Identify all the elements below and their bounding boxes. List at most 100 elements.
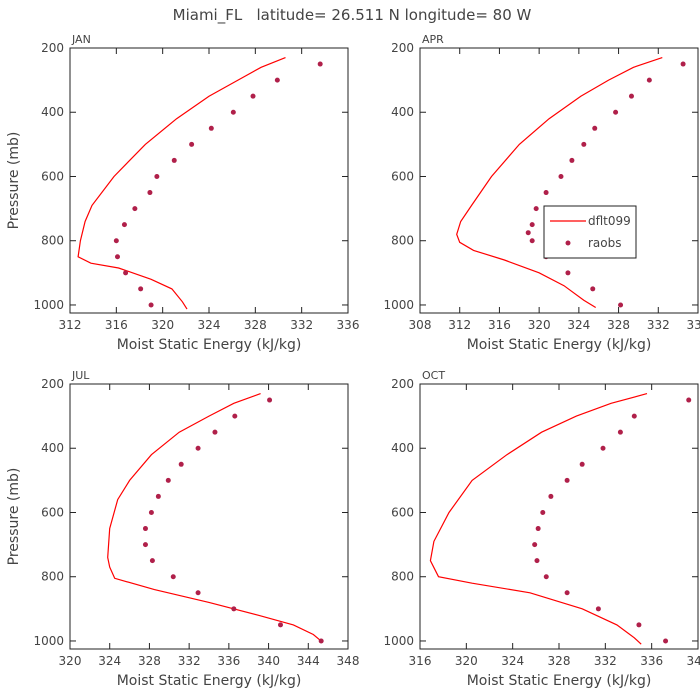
legend-box [543,205,637,259]
panel-oct-obs-point [564,590,570,596]
panel-jan-ylabel: Pressure (mb) [6,132,22,230]
panel-jan-ytick-label: 800 [41,234,64,248]
panel-jan-obs-point [113,238,119,244]
panel-jul-obs-point [267,397,273,403]
panel-apr-xtick-label: 328 [607,318,630,332]
panel-apr-xtick-label: 320 [528,318,551,332]
panel-jul-xtick-label: 324 [98,654,121,668]
panel-jul-frame [69,383,349,650]
panel-oct-obs-point [579,461,585,467]
panel-jan-xtick-label: 316 [105,318,128,332]
panel-apr-ytick-label: 600 [391,169,414,183]
panel-oct-xtick-label: 332 [594,654,617,668]
panel-apr-obs-point [525,230,531,236]
panel-oct-xtick-label: 328 [548,654,571,668]
panel-apr-obs-point [628,93,634,99]
panel-apr-obs-point [529,238,535,244]
panel-jan-xlabel: Moist Static Energy (kJ/kg) [117,337,302,353]
panel-jan-xtick-label: 312 [59,318,82,332]
panel-apr-model-line [456,57,663,309]
panel-jul-ytick-label: 1000 [33,634,64,648]
panel-jul-xtick-label: 320 [59,654,82,668]
panel-jan-obs-point [154,173,160,179]
panel-jul-obs-point [277,622,283,628]
panel-jul: JUL 320 324 328 332 336 340 344 348 200 400 600 800 1… [6,369,359,689]
panel-apr-xtick-label: 308 [409,318,432,332]
panel-jul-xtick-label: 348 [337,654,360,668]
panel-apr-title: APR [422,33,444,46]
panel-oct-xtick-label: 320 [455,654,478,668]
panel-jan-ytick-label: 200 [41,41,64,55]
panel-oct-obs-point [548,493,554,499]
panel-jan-obs-point [189,141,195,147]
panel-jul-obs-point [149,558,155,564]
panel-jul-xtick-label: 332 [178,654,201,668]
panel-apr-obs-point [590,286,596,292]
panel-jan-model-line [77,57,286,310]
panel-oct-obs-point [595,606,601,612]
panel-oct-obs-point [617,429,623,435]
panel-apr: APR 308 312 316 320 324 328 332 336 200 400 600 800 1… [383,33,700,353]
panel-oct-ytick-label: 200 [391,377,414,391]
panel-jul-xtick-label: 340 [257,654,280,668]
panel-oct-xtick-label: 324 [501,654,524,668]
panel-jan-obs-point [230,109,236,115]
panel-jan-xtick-label: 320 [151,318,174,332]
panel-jul-ytick-label: 800 [41,570,64,584]
panel-oct-ytick-label: 600 [391,505,414,519]
legend-obs-swatch [565,240,571,246]
panel-jan-obs-point [147,190,153,196]
panel-jan-obs-point [250,93,256,99]
panel-oct-obs-point [540,509,546,515]
panel-apr-xlabel: Moist Static Energy (kJ/kg) [467,337,652,353]
panel-jul-obs-point [231,606,237,612]
panel-apr-xtick-label: 316 [488,318,511,332]
panel-jan-obs-point [138,286,144,292]
panel-jul-obs-point [232,413,238,419]
panel-jan-xtick-label: 332 [290,318,313,332]
panel-jan-xtick-label: 324 [198,318,221,332]
panel-apr-obs-point [646,77,652,83]
panel-apr-obs-point [680,61,686,67]
panel-apr-obs-point [558,173,564,179]
panel-jan-obs-point [171,157,177,163]
panel-oct-obs-point [564,477,570,483]
panel-jul-obs-point [195,590,201,596]
panel-jan-obs-point [121,222,127,228]
panel-oct-xlabel: Moist Static Energy (kJ/kg) [467,673,652,689]
panel-jul-obs-point [318,638,324,644]
panel-oct-obs-point [663,638,669,644]
panel-jan-ytick-label: 400 [41,105,64,119]
panel-jul-xtick-label: 328 [138,654,161,668]
panel-jul-obs-point [142,526,148,532]
panel-oct-ytick-label: 400 [391,441,414,455]
panel-jul-obs-point [165,477,171,483]
panel-jul-obs-point [178,461,184,467]
panel-jan-obs-point [208,125,214,131]
panel-apr-ytick-label: 800 [391,234,414,248]
panel-oct-model-line [429,393,648,645]
panel-oct-obs-point [543,574,549,580]
panel-oct-xtick-label: 340 [687,654,700,668]
panel-apr-ytick-label: 400 [391,105,414,119]
panel-jan-ytick-label: 600 [41,169,64,183]
figure-title: Miami_FL latitude= 26.511 N longitude= 8… [173,6,532,25]
panel-jan-ytick-label: 1000 [33,298,64,312]
panel-apr-obs-point [533,206,539,212]
panel-jan-obs-point [317,61,323,67]
panel-apr-obs-point [592,125,598,131]
panel-apr-ytick-label: 200 [391,41,414,55]
panel-oct-obs-point [636,622,642,628]
panel-oct-obs-point [631,413,637,419]
panel-jan-obs-point [132,206,138,212]
panel-jul-model-line [107,393,323,643]
panel-oct-ytick-label: 800 [391,570,414,584]
panel-jul-obs-point [170,574,176,580]
panel-jul-xtick-label: 344 [297,654,320,668]
panel-apr-obs-point [613,109,619,115]
panel-oct-xtick-label: 336 [640,654,663,668]
panel-jan-xtick-label: 328 [244,318,267,332]
panel-jul-obs-point [142,542,148,548]
panel-apr-obs-point [543,190,549,196]
